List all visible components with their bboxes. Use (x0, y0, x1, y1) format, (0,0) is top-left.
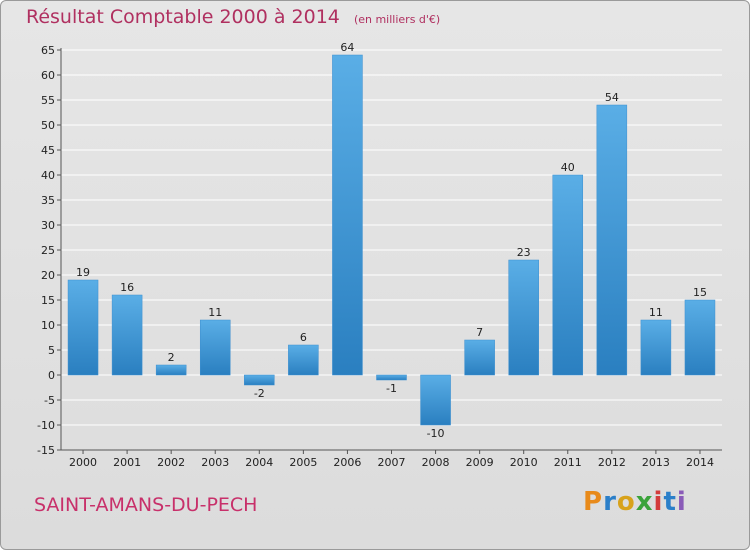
x-tick-labels: 2000 2001 2002 2003 2004 2005 2006 2007 2008 2009… (69, 450, 714, 469)
data-label-2001: 16 (120, 281, 134, 294)
place-name: SAINT-AMANS-DU-PECH (34, 494, 258, 516)
bar-2001 (111, 294, 143, 376)
data-label-2014: 15 (693, 286, 707, 299)
bar-2010 (508, 259, 539, 376)
bars (67, 54, 716, 426)
x-tick-label-2014: 2014 (686, 456, 714, 469)
x-tick-label-2013: 2013 (642, 456, 670, 469)
data-label-2009: 7 (476, 326, 483, 339)
bar-2005 (288, 344, 319, 376)
y-tick-label: 60 (41, 69, 55, 82)
x-tick-label-2011: 2011 (554, 456, 582, 469)
data-labels: 19 16 2 11 -2 6 64 -1 -10 7 23 40 54 11 15 (76, 41, 707, 440)
data-label-2007: -1 (386, 382, 397, 395)
y-tick-label: -10 (37, 419, 55, 432)
data-label-2006: 64 (340, 41, 354, 54)
logo-letter: P (583, 487, 604, 517)
data-label-2003: 11 (208, 306, 222, 319)
y-tick-label: 65 (41, 44, 55, 57)
bar-2006 (332, 54, 363, 376)
x-tick-label-2002: 2002 (157, 456, 185, 469)
y-tick-label: 25 (41, 244, 55, 257)
bar-2012 (596, 104, 628, 376)
logo-letter: o (616, 487, 636, 517)
data-label-2004: -2 (254, 387, 265, 400)
x-tick-label-2004: 2004 (245, 456, 273, 469)
x-tick-label-2006: 2006 (333, 456, 361, 469)
bar-2000 (67, 279, 99, 376)
bar-2011 (552, 174, 584, 376)
data-label-2002: 2 (168, 351, 175, 364)
bar-2014 (684, 299, 716, 376)
chart-title: Résultat Comptable 2000 à 2014 (en milli… (26, 6, 440, 28)
y-tick-label: 50 (41, 119, 55, 132)
bar-2003 (199, 319, 231, 376)
y-tick-label: 30 (41, 219, 55, 232)
logo-letter: x (635, 487, 654, 517)
y-tick-label: 0 (48, 369, 55, 382)
data-label-2000: 19 (76, 266, 90, 279)
y-tick-label: 45 (41, 144, 55, 157)
bar-2004 (244, 374, 275, 386)
chart-title-text: Résultat Comptable 2000 à 2014 (26, 6, 340, 28)
x-tick-label-2005: 2005 (289, 456, 317, 469)
x-tick-label-2012: 2012 (598, 456, 626, 469)
data-label-2012: 54 (605, 91, 619, 104)
y-tick-label: 10 (41, 319, 55, 332)
bar-2009 (464, 339, 495, 376)
x-tick-label-2007: 2007 (378, 456, 406, 469)
logo-letter: i (653, 487, 664, 517)
x-tick-label-2003: 2003 (201, 456, 229, 469)
data-label-2010: 23 (517, 246, 531, 259)
y-tick-label: 35 (41, 194, 55, 207)
y-tick-label: 5 (48, 344, 55, 357)
y-tick-labels: -15 -10 -5 0 5 10 15 20 25 30 35 40 45 50 55 60 65 (37, 44, 55, 457)
data-label-2013: 11 (649, 306, 663, 319)
y-tick-label: 55 (41, 94, 55, 107)
data-label-2011: 40 (561, 161, 575, 174)
x-tick-label-2009: 2009 (466, 456, 494, 469)
data-label-2005: 6 (300, 331, 307, 344)
chart-unit: (en milliers d'€) (353, 13, 441, 26)
logo-letter: r (603, 487, 617, 517)
x-tick-label-2000: 2000 (69, 456, 97, 469)
x-tick-label-2001: 2001 (113, 456, 141, 469)
logo-letter: i (676, 487, 687, 517)
proxiti-logo: Proxiti (583, 487, 687, 517)
y-tick-label: -5 (44, 394, 55, 407)
x-tick-label-2008: 2008 (422, 456, 450, 469)
bar-2013 (640, 319, 672, 376)
y-tick-label: -15 (37, 444, 55, 457)
bar-2008 (420, 374, 451, 426)
y-tick-label: 20 (41, 269, 55, 282)
bar-2002 (155, 364, 187, 376)
bar-2007 (376, 374, 407, 381)
x-tick-label-2010: 2010 (510, 456, 538, 469)
data-label-2008: -10 (427, 427, 445, 440)
y-tick-label: 15 (41, 294, 55, 307)
y-tick-label: 40 (41, 169, 55, 182)
logo-letter: t (663, 487, 677, 517)
